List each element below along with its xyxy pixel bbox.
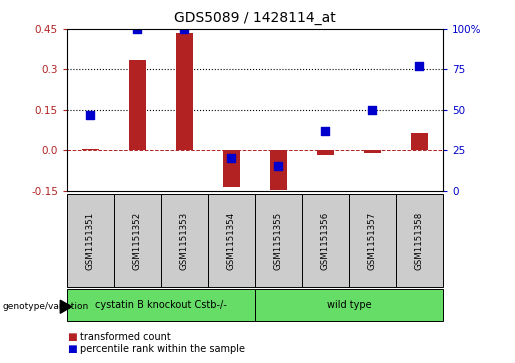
Text: GSM1151358: GSM1151358 bbox=[415, 211, 424, 270]
FancyBboxPatch shape bbox=[67, 194, 114, 287]
Text: GSM1151355: GSM1151355 bbox=[274, 211, 283, 270]
Text: genotype/variation: genotype/variation bbox=[3, 302, 89, 311]
Point bbox=[180, 26, 188, 32]
Point bbox=[87, 112, 95, 118]
Bar bbox=[176, 33, 193, 150]
FancyBboxPatch shape bbox=[349, 194, 396, 287]
Bar bbox=[411, 133, 427, 150]
Bar bbox=[317, 150, 334, 155]
Text: transformed count: transformed count bbox=[80, 332, 170, 342]
Bar bbox=[223, 150, 239, 187]
Bar bbox=[270, 150, 287, 190]
Polygon shape bbox=[60, 300, 72, 313]
FancyBboxPatch shape bbox=[67, 289, 255, 321]
Text: GSM1151354: GSM1151354 bbox=[227, 211, 236, 270]
Text: GSM1151352: GSM1151352 bbox=[133, 211, 142, 270]
Bar bbox=[129, 60, 146, 150]
FancyBboxPatch shape bbox=[255, 289, 443, 321]
Point bbox=[133, 26, 142, 32]
Bar bbox=[82, 149, 99, 150]
FancyBboxPatch shape bbox=[208, 194, 255, 287]
FancyBboxPatch shape bbox=[161, 194, 208, 287]
FancyBboxPatch shape bbox=[396, 194, 443, 287]
Bar bbox=[364, 150, 381, 154]
Text: ■: ■ bbox=[67, 332, 77, 342]
Text: GSM1151356: GSM1151356 bbox=[321, 211, 330, 270]
Point bbox=[415, 63, 423, 69]
Text: GSM1151351: GSM1151351 bbox=[86, 211, 95, 270]
Point bbox=[274, 163, 283, 169]
FancyBboxPatch shape bbox=[255, 194, 302, 287]
Title: GDS5089 / 1428114_at: GDS5089 / 1428114_at bbox=[174, 11, 336, 25]
FancyBboxPatch shape bbox=[114, 194, 161, 287]
FancyBboxPatch shape bbox=[302, 194, 349, 287]
Point bbox=[321, 128, 330, 134]
Text: wild type: wild type bbox=[327, 300, 371, 310]
Point bbox=[368, 107, 376, 113]
Text: ■: ■ bbox=[67, 344, 77, 354]
Text: GSM1151357: GSM1151357 bbox=[368, 211, 377, 270]
Text: cystatin B knockout Cstb-/-: cystatin B knockout Cstb-/- bbox=[95, 300, 227, 310]
Text: GSM1151353: GSM1151353 bbox=[180, 211, 189, 270]
Text: percentile rank within the sample: percentile rank within the sample bbox=[80, 344, 245, 354]
Point bbox=[227, 155, 235, 161]
